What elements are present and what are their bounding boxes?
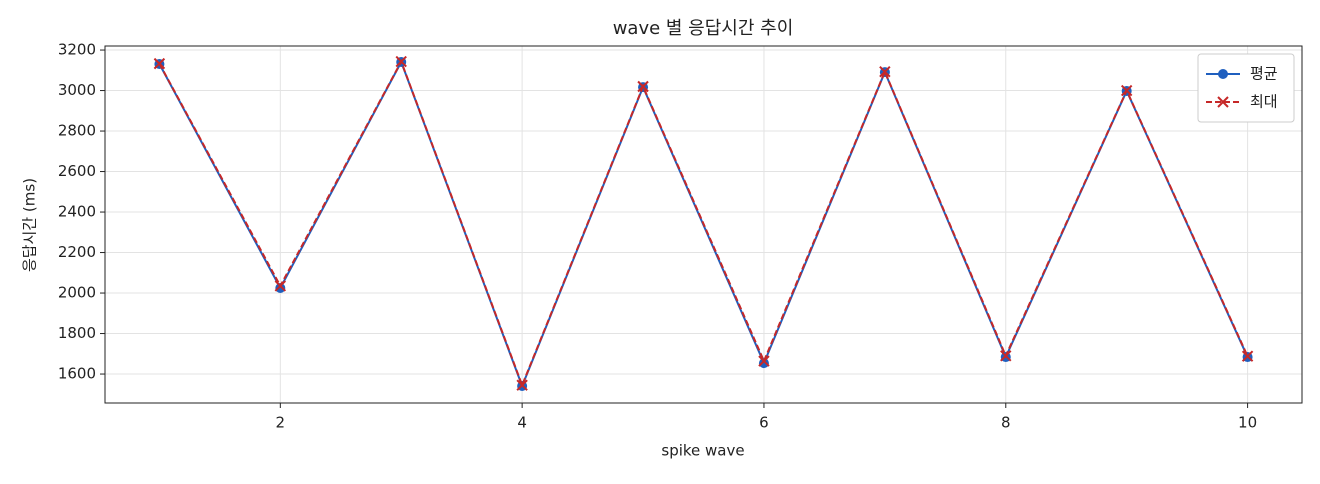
legend-marker — [1217, 96, 1229, 108]
x-axis-label: spike wave — [661, 442, 744, 460]
x-tick-label: 8 — [1001, 414, 1011, 432]
plot-frame — [104, 45, 1303, 404]
legend-label: 평균 — [1250, 65, 1278, 83]
point — [1120, 84, 1133, 97]
point — [395, 55, 407, 68]
y-tick-label: 3000 — [58, 81, 96, 99]
point — [758, 358, 769, 369]
point — [516, 379, 528, 391]
point — [153, 57, 166, 70]
legend-box — [1197, 53, 1295, 123]
x-tick-label: 6 — [759, 414, 769, 432]
y-tick-label: 2800 — [58, 122, 96, 140]
y-tick-label: 1800 — [58, 324, 96, 342]
x-tick-label: 10 — [1238, 414, 1257, 432]
point — [1241, 350, 1254, 362]
y-axis-label: 응답시간 (ms) — [21, 178, 39, 272]
point — [274, 280, 287, 292]
y-tick-label: 2600 — [58, 162, 96, 180]
legend-marker — [1218, 69, 1228, 79]
y-tick-label: 3200 — [58, 41, 96, 59]
y-tick-label: 2400 — [58, 203, 96, 221]
x-tick-label: 2 — [276, 414, 286, 432]
y-tick-label: 1600 — [58, 365, 96, 383]
point — [879, 66, 891, 78]
point — [758, 355, 770, 367]
point — [1000, 350, 1012, 362]
point — [637, 80, 649, 93]
legend-label: 최대 — [1250, 93, 1278, 111]
y-tick-label: 2200 — [58, 243, 96, 261]
series-line — [158, 59, 1249, 388]
x-tick-label: 4 — [517, 414, 527, 432]
y-tick-label: 2000 — [58, 284, 96, 302]
chart-title: wave 별 응답시간 추이 — [613, 18, 794, 39]
